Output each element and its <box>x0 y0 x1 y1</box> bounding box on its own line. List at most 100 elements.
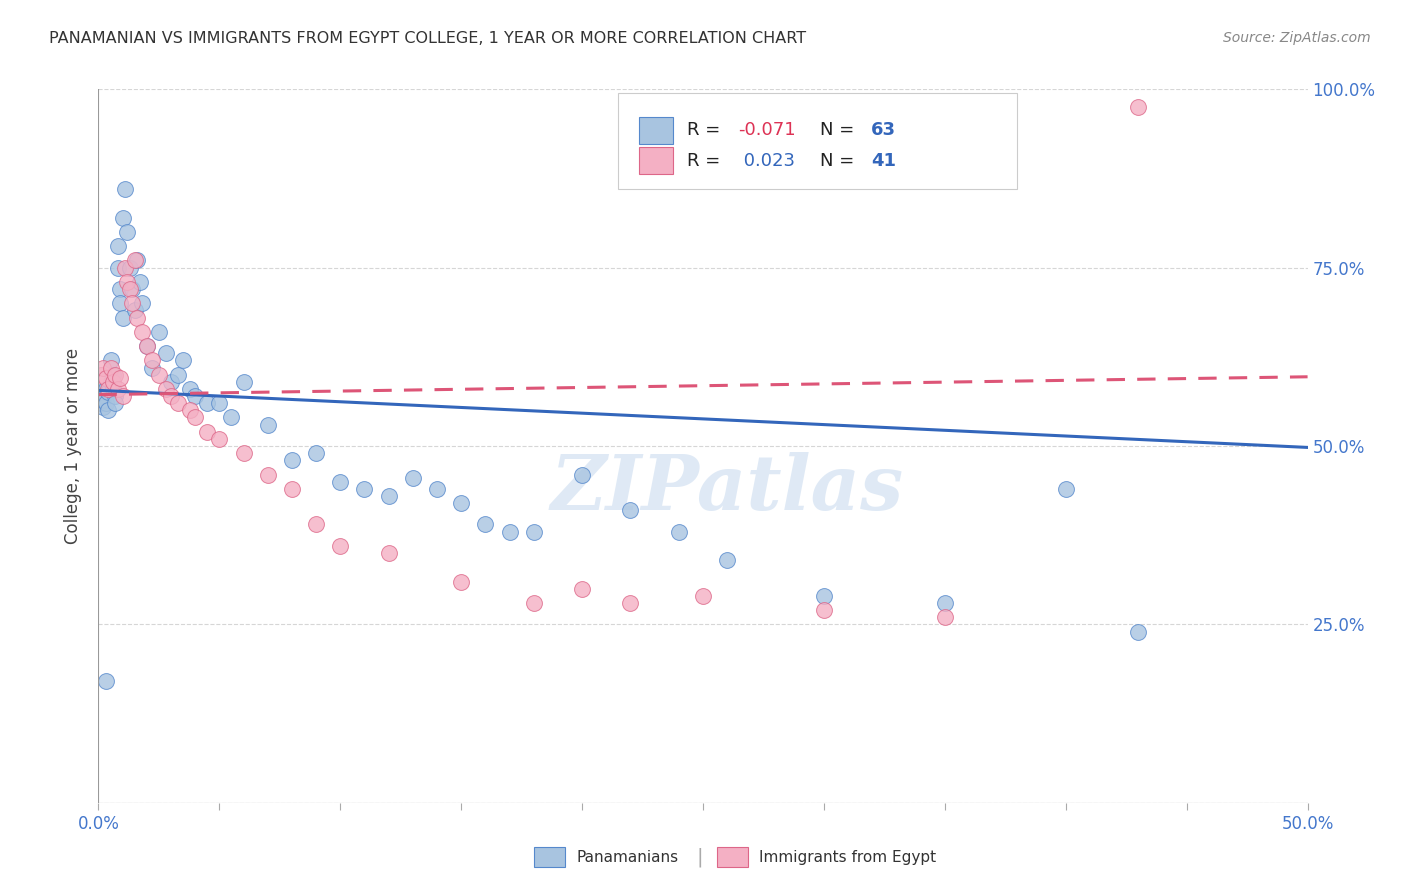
Text: ZIPatlas: ZIPatlas <box>551 452 904 525</box>
Point <box>94 382 117 396</box>
Point <box>91 360 114 375</box>
Text: R =: R = <box>688 152 727 169</box>
Point <box>135 339 157 353</box>
Point <box>160 375 183 389</box>
Point <box>692 589 714 603</box>
Point <box>148 368 170 382</box>
Point <box>94 396 117 410</box>
Point <box>305 446 328 460</box>
Point <box>94 371 117 385</box>
Point <box>97 403 120 417</box>
Point <box>107 382 129 396</box>
FancyBboxPatch shape <box>619 93 1018 189</box>
Point <box>160 389 183 403</box>
Point <box>813 589 835 603</box>
Text: 0.023: 0.023 <box>738 152 794 169</box>
Point <box>179 403 201 417</box>
Text: -0.071: -0.071 <box>738 121 796 139</box>
Point <box>97 382 120 396</box>
Point <box>91 389 114 403</box>
Text: N =: N = <box>820 121 860 139</box>
Point <box>1054 482 1077 496</box>
Point <box>619 503 641 517</box>
Point <box>329 539 352 553</box>
Point <box>100 353 122 368</box>
Point <box>281 453 304 467</box>
Point <box>141 360 163 375</box>
Point <box>716 553 738 567</box>
Point <box>195 425 218 439</box>
Text: 63: 63 <box>872 121 896 139</box>
Point <box>813 603 835 617</box>
Point <box>90 396 112 410</box>
Point <box>101 382 124 396</box>
Point <box>108 282 131 296</box>
Text: Source: ZipAtlas.com: Source: ZipAtlas.com <box>1223 31 1371 45</box>
Point <box>184 389 207 403</box>
Point <box>104 396 127 410</box>
Point <box>108 296 131 310</box>
Point <box>523 524 546 539</box>
Point <box>101 375 124 389</box>
Point <box>104 389 127 403</box>
Point <box>100 360 122 375</box>
Point <box>108 371 131 385</box>
Point <box>97 385 120 400</box>
Point <box>135 339 157 353</box>
Text: Immigrants from Egypt: Immigrants from Egypt <box>759 850 936 864</box>
Point <box>668 524 690 539</box>
Point <box>426 482 449 496</box>
Point <box>90 368 112 382</box>
Point <box>111 389 134 403</box>
Text: 41: 41 <box>872 152 896 169</box>
Point <box>107 260 129 275</box>
Point <box>450 574 472 589</box>
Point <box>111 310 134 325</box>
Point <box>450 496 472 510</box>
Point <box>167 368 190 382</box>
Point <box>172 353 194 368</box>
Point <box>523 596 546 610</box>
Point <box>94 674 117 689</box>
Point <box>208 396 231 410</box>
Point <box>128 275 150 289</box>
Point <box>377 546 399 560</box>
Point <box>498 524 520 539</box>
Point <box>131 325 153 339</box>
Point <box>148 325 170 339</box>
Point <box>91 392 114 407</box>
Point <box>934 610 956 624</box>
Point <box>155 382 177 396</box>
Point <box>121 282 143 296</box>
Point <box>208 432 231 446</box>
Point <box>104 368 127 382</box>
Point <box>1128 100 1150 114</box>
Point <box>167 396 190 410</box>
Point <box>124 303 146 318</box>
Point <box>124 253 146 268</box>
Text: R =: R = <box>688 121 727 139</box>
Text: PANAMANIAN VS IMMIGRANTS FROM EGYPT COLLEGE, 1 YEAR OR MORE CORRELATION CHART: PANAMANIAN VS IMMIGRANTS FROM EGYPT COLL… <box>49 31 806 46</box>
Point <box>232 375 254 389</box>
Text: Panamanians: Panamanians <box>576 850 679 864</box>
Point <box>571 582 593 596</box>
Text: |: | <box>697 847 703 867</box>
Point <box>402 471 425 485</box>
Point <box>232 446 254 460</box>
Point <box>141 353 163 368</box>
Point <box>571 467 593 482</box>
Point <box>118 260 141 275</box>
Point <box>353 482 375 496</box>
Point <box>127 253 149 268</box>
Point <box>114 260 136 275</box>
Point <box>131 296 153 310</box>
Point <box>100 375 122 389</box>
Point <box>329 475 352 489</box>
Point <box>281 482 304 496</box>
Point <box>107 239 129 253</box>
Point <box>121 296 143 310</box>
Point <box>256 417 278 432</box>
Point <box>377 489 399 503</box>
FancyBboxPatch shape <box>638 147 673 174</box>
Y-axis label: College, 1 year or more: College, 1 year or more <box>65 348 83 544</box>
